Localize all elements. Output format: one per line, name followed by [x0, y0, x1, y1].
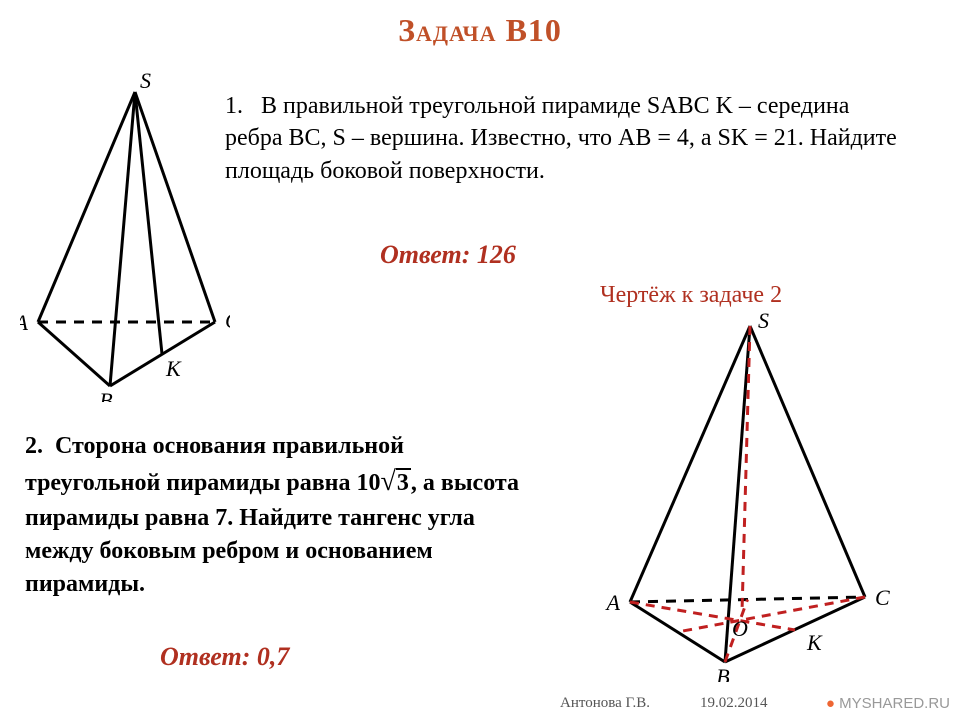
problem-1-text: 1. В правильной треугольной пирамиде SAB… [225, 90, 905, 187]
diagram-2: S A B C O K [570, 302, 900, 682]
svg-text:A: A [20, 310, 29, 335]
problem-1-body: В правильной треугольной пирамиде SABC K… [225, 93, 897, 184]
problem-2-text: 2. Сторона основания правильной треуголь… [25, 430, 535, 601]
svg-text:K: K [806, 630, 823, 655]
footer-author: Антонова Г.В. [560, 695, 650, 712]
diagram-1: S A B C K [20, 72, 230, 402]
problem-2-prefix: Сторона основания правильной треугольной… [25, 433, 404, 496]
svg-text:B: B [716, 664, 729, 682]
page-title: Задача В10 [0, 12, 960, 49]
svg-text:S: S [140, 72, 151, 93]
watermark-brand: MYSHARED [839, 695, 924, 712]
problem-2-number: 2. [25, 433, 43, 459]
svg-text:C: C [875, 585, 890, 610]
problem-2-answer: Ответ: 0,7 [160, 642, 289, 672]
problem-1-answer: Ответ: 126 [380, 240, 516, 270]
footer-date: 19.02.2014 [700, 695, 768, 712]
title-text: Задача В10 [398, 12, 562, 48]
svg-text:A: A [605, 590, 621, 615]
svg-text:K: K [165, 356, 182, 381]
watermark-dot: ● [826, 695, 835, 712]
svg-text:B: B [99, 388, 112, 402]
svg-text:S: S [758, 308, 769, 333]
svg-text:C: C [225, 308, 230, 333]
problem-1-number: 1. [225, 93, 243, 119]
watermark-suffix: .RU [924, 695, 950, 712]
svg-text:O: O [732, 616, 748, 641]
watermark: ● MYSHARED.RU [826, 695, 950, 712]
problem-2-value1: 10√3 [356, 470, 410, 496]
